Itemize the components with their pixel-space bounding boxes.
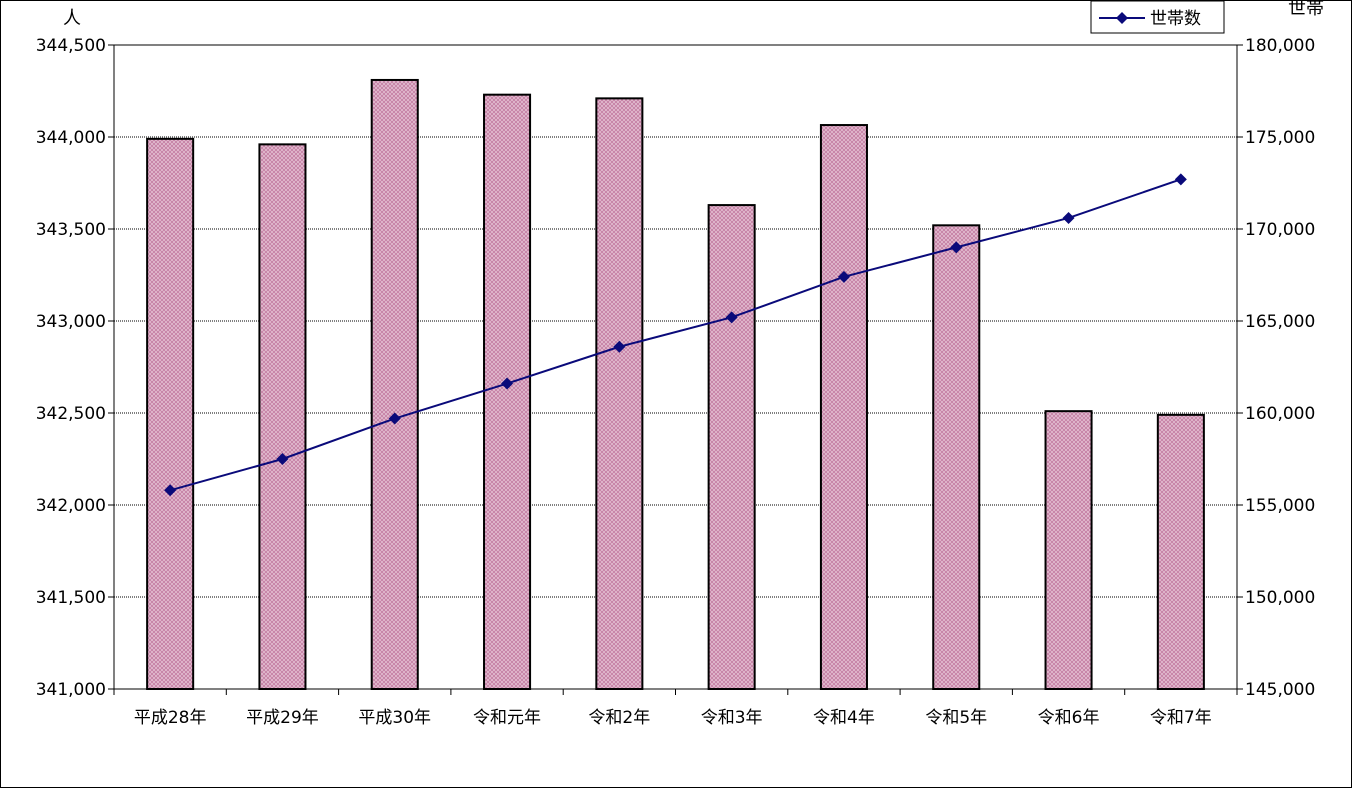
bar [1044,410,1093,690]
bar [370,78,419,690]
right-tick-label: 170,000 [1245,220,1315,240]
right-tick-label: 165,000 [1245,312,1315,332]
bar [146,137,195,690]
left-axis-unit: 人 [63,8,81,29]
right-tick-label: 180,000 [1245,36,1315,56]
line-point [837,270,850,283]
x-tick-label: 令和4年 [813,708,875,728]
line-point [613,340,626,353]
left-tick-label: 343,500 [36,220,106,240]
line-point [1174,173,1187,186]
x-tick-label: 平成29年 [246,708,319,728]
right-tick-label: 175,000 [1245,128,1315,148]
right-axis-unit: 世帯 [1288,0,1324,19]
left-tick-label: 344,500 [36,36,106,56]
line-point [950,241,963,254]
right-tick-label: 145,000 [1245,680,1315,700]
left-tick-label: 344,000 [36,128,106,148]
right-tick-label: 160,000 [1245,404,1315,424]
bar [932,224,981,690]
right-tick-label: 150,000 [1245,588,1315,608]
left-axis: 341,000 341,500 342,000 342,500 343,000 343,5… [36,36,114,700]
x-tick-label: 平成28年 [134,708,207,728]
left-tick-label: 343,000 [36,312,106,332]
left-tick-label: 341,500 [36,588,106,608]
line-point [501,377,514,390]
x-tick-label: 令和7年 [1150,708,1212,728]
right-axis: 145,000 150,000 155,000 160,000 165,000 170,0… [1237,36,1315,700]
bar [483,93,532,691]
x-tick-label: 令和3年 [701,708,763,728]
bar [595,97,644,691]
bar [258,143,307,691]
legend: 世帯数 [1090,0,1225,34]
legend-diamond-marker [1116,12,1128,24]
line-point [276,453,289,465]
bar [819,124,868,691]
line-point [725,311,738,324]
x-axis: 平成28年 平成29年 平成30年 令和元年 令和2年 令和3年 令和4年 令和5年 令和6年 令… [113,689,1238,728]
line-point [1062,211,1075,224]
x-tick-label: 令和5年 [925,708,987,728]
left-tick-label: 341,000 [36,680,106,700]
left-tick-label: 342,000 [36,496,106,516]
right-tick-label: 155,000 [1245,496,1315,516]
x-tick-label: 令和2年 [588,708,650,728]
bar [1156,413,1205,690]
line-point [164,484,177,497]
legend-label: 世帯数 [1150,9,1201,29]
left-tick-label: 342,500 [36,404,106,424]
line-point [388,412,401,425]
x-tick-label: 令和元年 [473,708,541,728]
x-tick-label: 令和6年 [1038,708,1100,728]
bar-series [146,78,1205,691]
line-path [169,178,1182,492]
line-series [164,173,1187,497]
bar [707,204,756,691]
x-tick-label: 平成30年 [358,708,431,728]
